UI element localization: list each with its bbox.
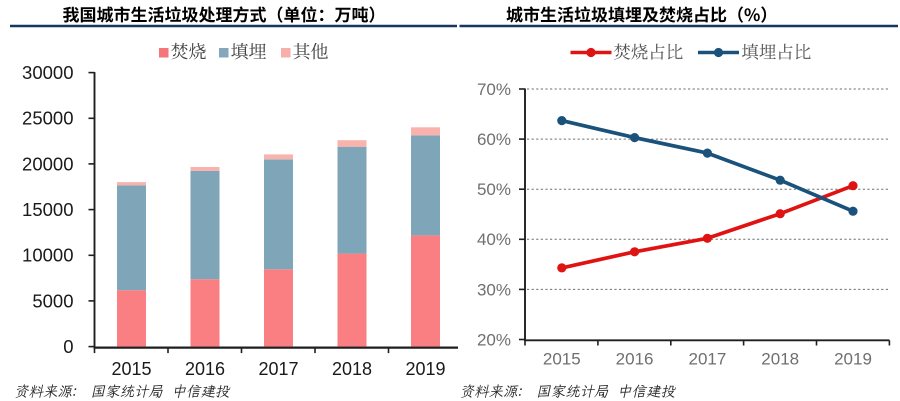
svg-text:70%: 70% [477, 80, 511, 99]
svg-text:5000: 5000 [32, 290, 73, 311]
svg-text:40%: 40% [477, 230, 511, 249]
svg-text:2016: 2016 [616, 349, 654, 368]
svg-text:25000: 25000 [22, 108, 73, 129]
svg-text:2018: 2018 [332, 359, 372, 379]
svg-text:30%: 30% [477, 280, 511, 299]
svg-text:20000: 20000 [22, 153, 73, 174]
svg-text:2017: 2017 [688, 349, 726, 368]
svg-text:2019: 2019 [405, 359, 445, 379]
svg-text:2019: 2019 [834, 349, 872, 368]
svg-text:60%: 60% [477, 130, 511, 149]
svg-text:2018: 2018 [761, 349, 799, 368]
svg-text:2015: 2015 [111, 359, 151, 379]
svg-text:2016: 2016 [185, 359, 225, 379]
svg-text:0: 0 [63, 336, 73, 357]
svg-text:10000: 10000 [22, 245, 73, 266]
svg-text:50%: 50% [477, 180, 511, 199]
svg-text:2017: 2017 [258, 359, 298, 379]
svg-text:15000: 15000 [22, 199, 73, 220]
svg-text:20%: 20% [477, 330, 511, 349]
svg-text:30000: 30000 [22, 62, 73, 83]
svg-text:2015: 2015 [543, 349, 581, 368]
